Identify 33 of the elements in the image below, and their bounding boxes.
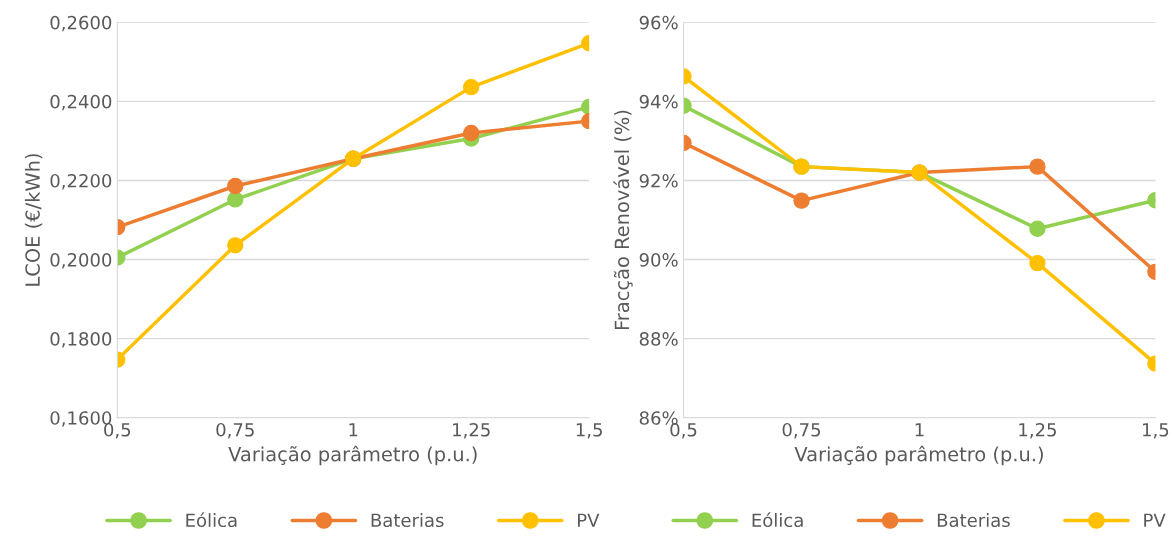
point — [1029, 254, 1046, 272]
x-tick-label: 1 — [349, 423, 358, 437]
x-tick-label: 1,5 — [576, 423, 602, 439]
y-tick-label: 0,2200 — [50, 173, 112, 190]
legend-label: PV — [578, 513, 600, 527]
legend-label: Baterias — [937, 513, 1010, 528]
y-axis-title: Fracção Renovável (%) — [613, 110, 633, 330]
x-tick-label: 1,25 — [1019, 422, 1056, 439]
x-tick-label: 0,75 — [216, 422, 254, 439]
y-tick-label: 0,2600 — [50, 15, 112, 32]
y-axis-title: LCOE (€/kWh) — [24, 154, 43, 286]
legend-label: Eólica — [752, 512, 803, 528]
legend-label: PV — [1144, 513, 1166, 527]
x-axis-title: Variação parâmetro (p.u.) — [228, 445, 477, 466]
point — [227, 237, 244, 254]
x-tick-label: 0,75 — [782, 422, 821, 439]
y-tick-label: 0,2400 — [50, 94, 112, 111]
y-tick-label: 88% — [639, 332, 678, 346]
y-tick-label: 86% — [639, 411, 678, 425]
legend-label: Baterias — [371, 513, 444, 528]
x-axis-title: Variação parâmetro (p.u.) — [794, 445, 1043, 466]
x-tick-label: 0,5 — [670, 422, 697, 439]
point — [463, 78, 480, 96]
x-tick-label: 1 — [915, 423, 924, 437]
y-tick-label: 92% — [639, 173, 678, 188]
x-tick-label: 1,5 — [1143, 423, 1169, 439]
y-tick-label: 0,2000 — [50, 253, 112, 269]
x-tick-label: 1,25 — [453, 422, 490, 439]
y-tick-label: 94% — [639, 94, 678, 109]
legend-label: Eólica — [186, 512, 237, 528]
y-tick-label: 90% — [639, 253, 678, 267]
y-tick-label: 0,1800 — [50, 332, 112, 348]
y-tick-label: 96% — [639, 15, 678, 30]
